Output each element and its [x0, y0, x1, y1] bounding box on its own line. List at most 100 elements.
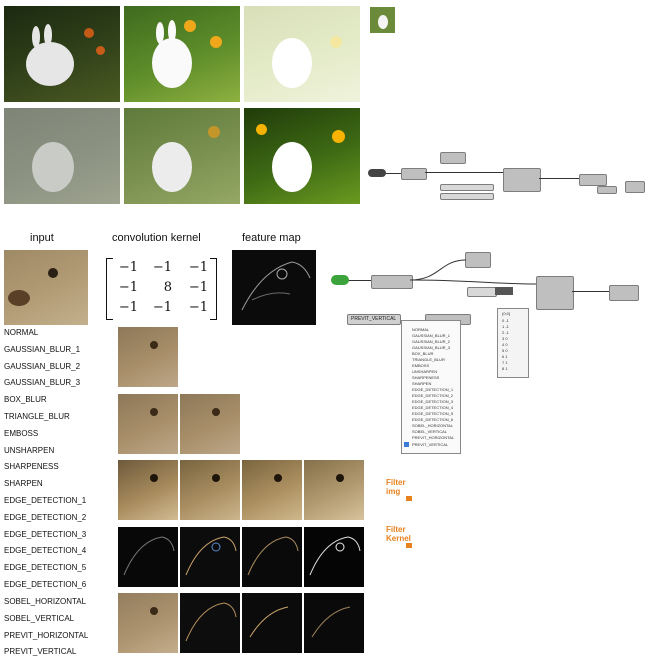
kernel-cell: −1 — [118, 260, 138, 275]
filter-label: NORMAL — [4, 328, 39, 337]
filter-label: UNSHARPEN — [4, 446, 55, 455]
filter-label: GAUSSIAN_BLUR_3 — [4, 378, 81, 387]
filter-label: SOBEL_HORIZONTAL — [4, 597, 87, 606]
kernel-cell: −1 — [152, 300, 172, 315]
image-load-component[interactable] — [371, 275, 413, 289]
dropdown-item[interactable]: SHARPENESS — [412, 375, 440, 380]
result-image-previt — [304, 593, 364, 653]
kernel-cell: −1 — [152, 260, 172, 275]
filter-kernel-icon: Filter Kernel — [386, 525, 426, 551]
kernel-input-node[interactable] — [467, 287, 497, 297]
result-image-sobel — [118, 593, 178, 653]
bunny-image-normal — [124, 6, 240, 102]
result-image-unsharpen — [180, 460, 240, 520]
toggle-green[interactable] — [331, 275, 349, 285]
output-node-3[interactable] — [625, 181, 645, 193]
wire-curve — [410, 259, 539, 285]
output-node[interactable] — [579, 174, 607, 186]
dropdown-item[interactable]: SOBEL_HORIZONTAL — [412, 423, 454, 428]
filter-label: EDGE_DETECTION_6 — [4, 580, 87, 589]
result-image-blur — [118, 327, 178, 387]
filter-label: PREVIT_VERTICAL — [4, 647, 77, 656]
value-list[interactable]: PREVIT_VERTICAL — [347, 314, 401, 325]
panel-row: 7 1 — [502, 360, 508, 365]
panel-row: 4 0 — [502, 342, 508, 347]
dropdown-item[interactable]: UNSHARPEN — [412, 369, 438, 374]
dropdown-item[interactable]: EDGE_DETECTION_6 — [412, 417, 454, 422]
value-list-label: PREVIT_VERTICAL — [351, 316, 397, 322]
result-image-box — [118, 394, 178, 454]
filter-label: GAUSSIAN_BLUR_1 — [4, 345, 81, 354]
filter-label: SOBEL_VERTICAL — [4, 614, 75, 623]
dropdown-item[interactable]: SOBEL_VERTICAL — [412, 429, 448, 434]
output-node-2[interactable] — [597, 186, 617, 194]
kernel-header: convolution kernel — [112, 232, 201, 244]
result-node[interactable] — [609, 285, 639, 301]
dropdown-item[interactable]: GAUSSIAN_BLUR_2 — [412, 339, 451, 344]
dropdown-item[interactable]: EDGE_DETECTION_1 — [412, 387, 454, 392]
filter-img-icon: Filter img — [386, 478, 426, 504]
dropdown-item[interactable]: TRIANGLE_BLUR — [412, 357, 445, 362]
value-list-dropdown[interactable]: NORMAL GAUSSIAN_BLUR_1 GAUSSIAN_BLUR_2 G… — [401, 320, 461, 454]
filter-label: EDGE_DETECTION_3 — [4, 530, 87, 539]
kernel-cell: −1 — [118, 300, 138, 315]
dropdown-item[interactable]: EDGE_DETECTION_3 — [412, 399, 454, 404]
panel-row: 5 0 — [502, 348, 508, 353]
dropdown-item[interactable]: SHARPEN — [412, 381, 432, 386]
filter-label: EMBOSS — [4, 429, 39, 438]
panel-row: 6 1 — [502, 354, 508, 359]
filter-label: PREVIT_HORIZONTAL — [4, 631, 89, 640]
slider-b[interactable] — [440, 193, 494, 200]
kernel-cell: −1 — [118, 280, 138, 295]
feature-map-image — [232, 250, 316, 325]
panel-row: 2 -1 — [502, 330, 509, 335]
toggle-node[interactable] — [368, 169, 386, 177]
filter-label: EDGE_DETECTION_1 — [4, 496, 87, 505]
dropdown-item[interactable]: PREVIT_VERTICAL — [412, 442, 449, 447]
kernel-cell: −1 — [188, 300, 208, 315]
convolve-component[interactable] — [536, 276, 574, 310]
result-image-sobel-h — [180, 593, 240, 653]
result-image-emboss — [118, 460, 178, 520]
dropdown-item[interactable]: EDGE_DETECTION_5 — [412, 411, 454, 416]
convolution-component[interactable] — [503, 168, 541, 192]
image-preview-node[interactable] — [440, 152, 466, 164]
slider-a[interactable] — [440, 184, 494, 191]
matrix-right-bracket — [210, 258, 217, 320]
dropdown-item[interactable]: GAUSSIAN_BLUR_1 — [412, 333, 451, 338]
dropdown-item[interactable]: BOX_BLUR — [412, 351, 434, 356]
icon-title: Filter — [386, 478, 406, 487]
input-header: input — [30, 232, 54, 244]
filter-label: EDGE_DETECTION_5 — [4, 563, 87, 572]
result-image-sharpen — [304, 460, 364, 520]
result-image-edge-2 — [180, 527, 240, 587]
dropdown-item[interactable]: NORMAL — [412, 327, 430, 332]
panel-row: 8 1 — [502, 366, 508, 371]
dropdown-item[interactable]: EDGE_DETECTION_2 — [412, 393, 454, 398]
bunny-image-small — [370, 7, 395, 33]
dropdown-item[interactable]: EDGE_DETECTION_4 — [412, 405, 454, 410]
filter-label: BOX_BLUR — [4, 395, 47, 404]
filter-component[interactable] — [401, 168, 427, 180]
kernel-cell: −1 — [188, 260, 208, 275]
icon-subtitle: Kernel — [386, 534, 411, 543]
dropdown-item[interactable]: GAUSSIAN_BLUR_3 — [412, 345, 451, 350]
result-image-edge-1 — [118, 527, 178, 587]
result-image-sobel-v — [242, 593, 302, 653]
panel-row: 3 0 — [502, 336, 508, 341]
filter-label: EDGE_DETECTION_2 — [4, 513, 87, 522]
panel-row: 1 -1 — [502, 324, 509, 329]
bunny-image-gray — [4, 108, 120, 204]
bunny-image-dark — [4, 6, 120, 102]
kernel-input-node-dark[interactable] — [495, 287, 513, 295]
feature-header: feature map — [242, 232, 301, 244]
filter-label: SHARPENESS — [4, 462, 59, 471]
dropdown-item[interactable]: PREVIT_HORIZONTAL — [412, 435, 455, 440]
filter-label: SHARPEN — [4, 479, 43, 488]
filter-label: GAUSSIAN_BLUR_2 — [4, 362, 81, 371]
squirrel-input-image — [4, 250, 88, 325]
bunny-image-contrast — [244, 108, 360, 204]
selected-check-icon — [404, 442, 409, 447]
dropdown-item[interactable]: EMBOSS — [412, 363, 430, 368]
result-image-edge-3 — [242, 527, 302, 587]
